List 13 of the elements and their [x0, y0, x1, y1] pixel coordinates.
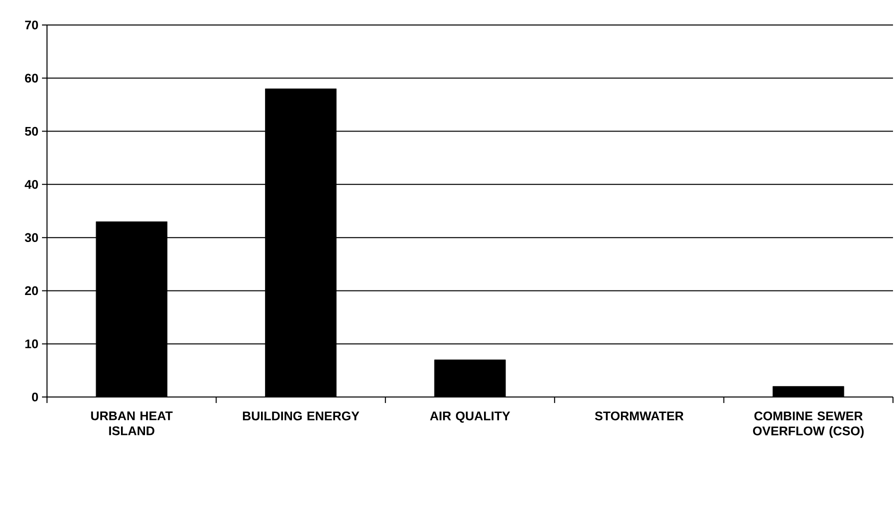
y-tick-label: 20: [25, 286, 38, 296]
x-tick-label: BUILDING ENERGY: [242, 412, 360, 420]
y-tick-label: 40: [24, 180, 38, 189]
y-tick-label: 10: [25, 339, 38, 348]
y-tick-label: 60: [25, 74, 38, 83]
y-tick-label: 0: [32, 392, 38, 402]
x-tick-label: STORMWATER: [595, 412, 684, 420]
y-tick-label: 30: [24, 233, 38, 242]
x-tick-label: COMBINE SEWER OVERFLOW (CSO): [753, 412, 864, 438]
y-tick-label: 50: [24, 126, 38, 136]
x-tick-label: URBAN HEAT ISLAND: [91, 412, 173, 436]
y-tick-label: 70: [25, 20, 38, 30]
x-tick-label: AIR QUALITY: [430, 412, 510, 423]
